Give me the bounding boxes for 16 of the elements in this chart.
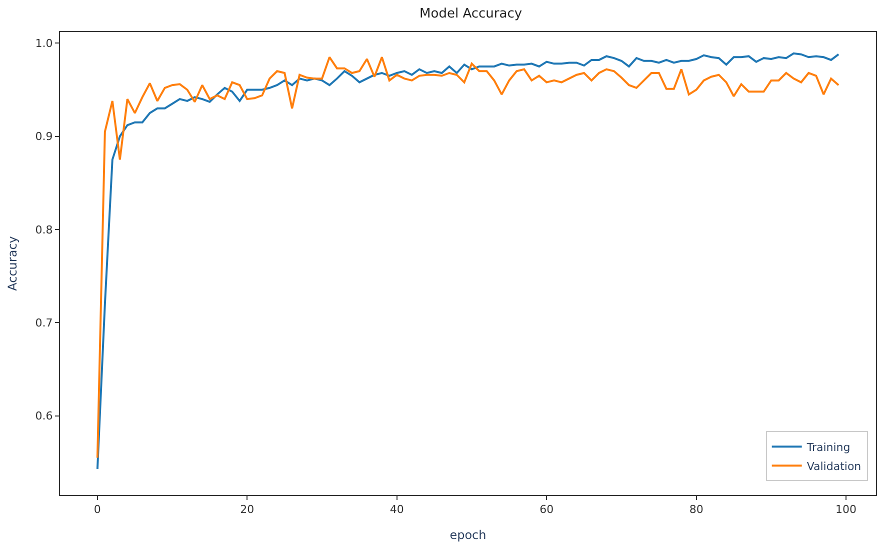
y-axis-title: Accuracy (6, 236, 20, 291)
legend-label: Training (806, 440, 850, 454)
y-tick-label: 0.8 (35, 223, 53, 236)
x-tick-label: 40 (390, 503, 404, 516)
x-tick-label: 0 (94, 503, 101, 516)
y-tick-label: 0.9 (35, 130, 53, 144)
y-tick-label: 1.0 (35, 37, 53, 50)
chart-title: Model Accuracy (420, 6, 522, 22)
x-tick-label: 60 (540, 503, 554, 516)
x-tick-label: 80 (689, 503, 704, 516)
y-tick-label: 0.7 (35, 316, 53, 330)
y-tick-label: 0.6 (35, 410, 53, 423)
x-tick-label: 20 (240, 503, 254, 516)
x-axis-title: epoch (450, 528, 486, 542)
legend-label: Validation (806, 460, 862, 473)
x-tick-label: 100 (836, 503, 857, 516)
